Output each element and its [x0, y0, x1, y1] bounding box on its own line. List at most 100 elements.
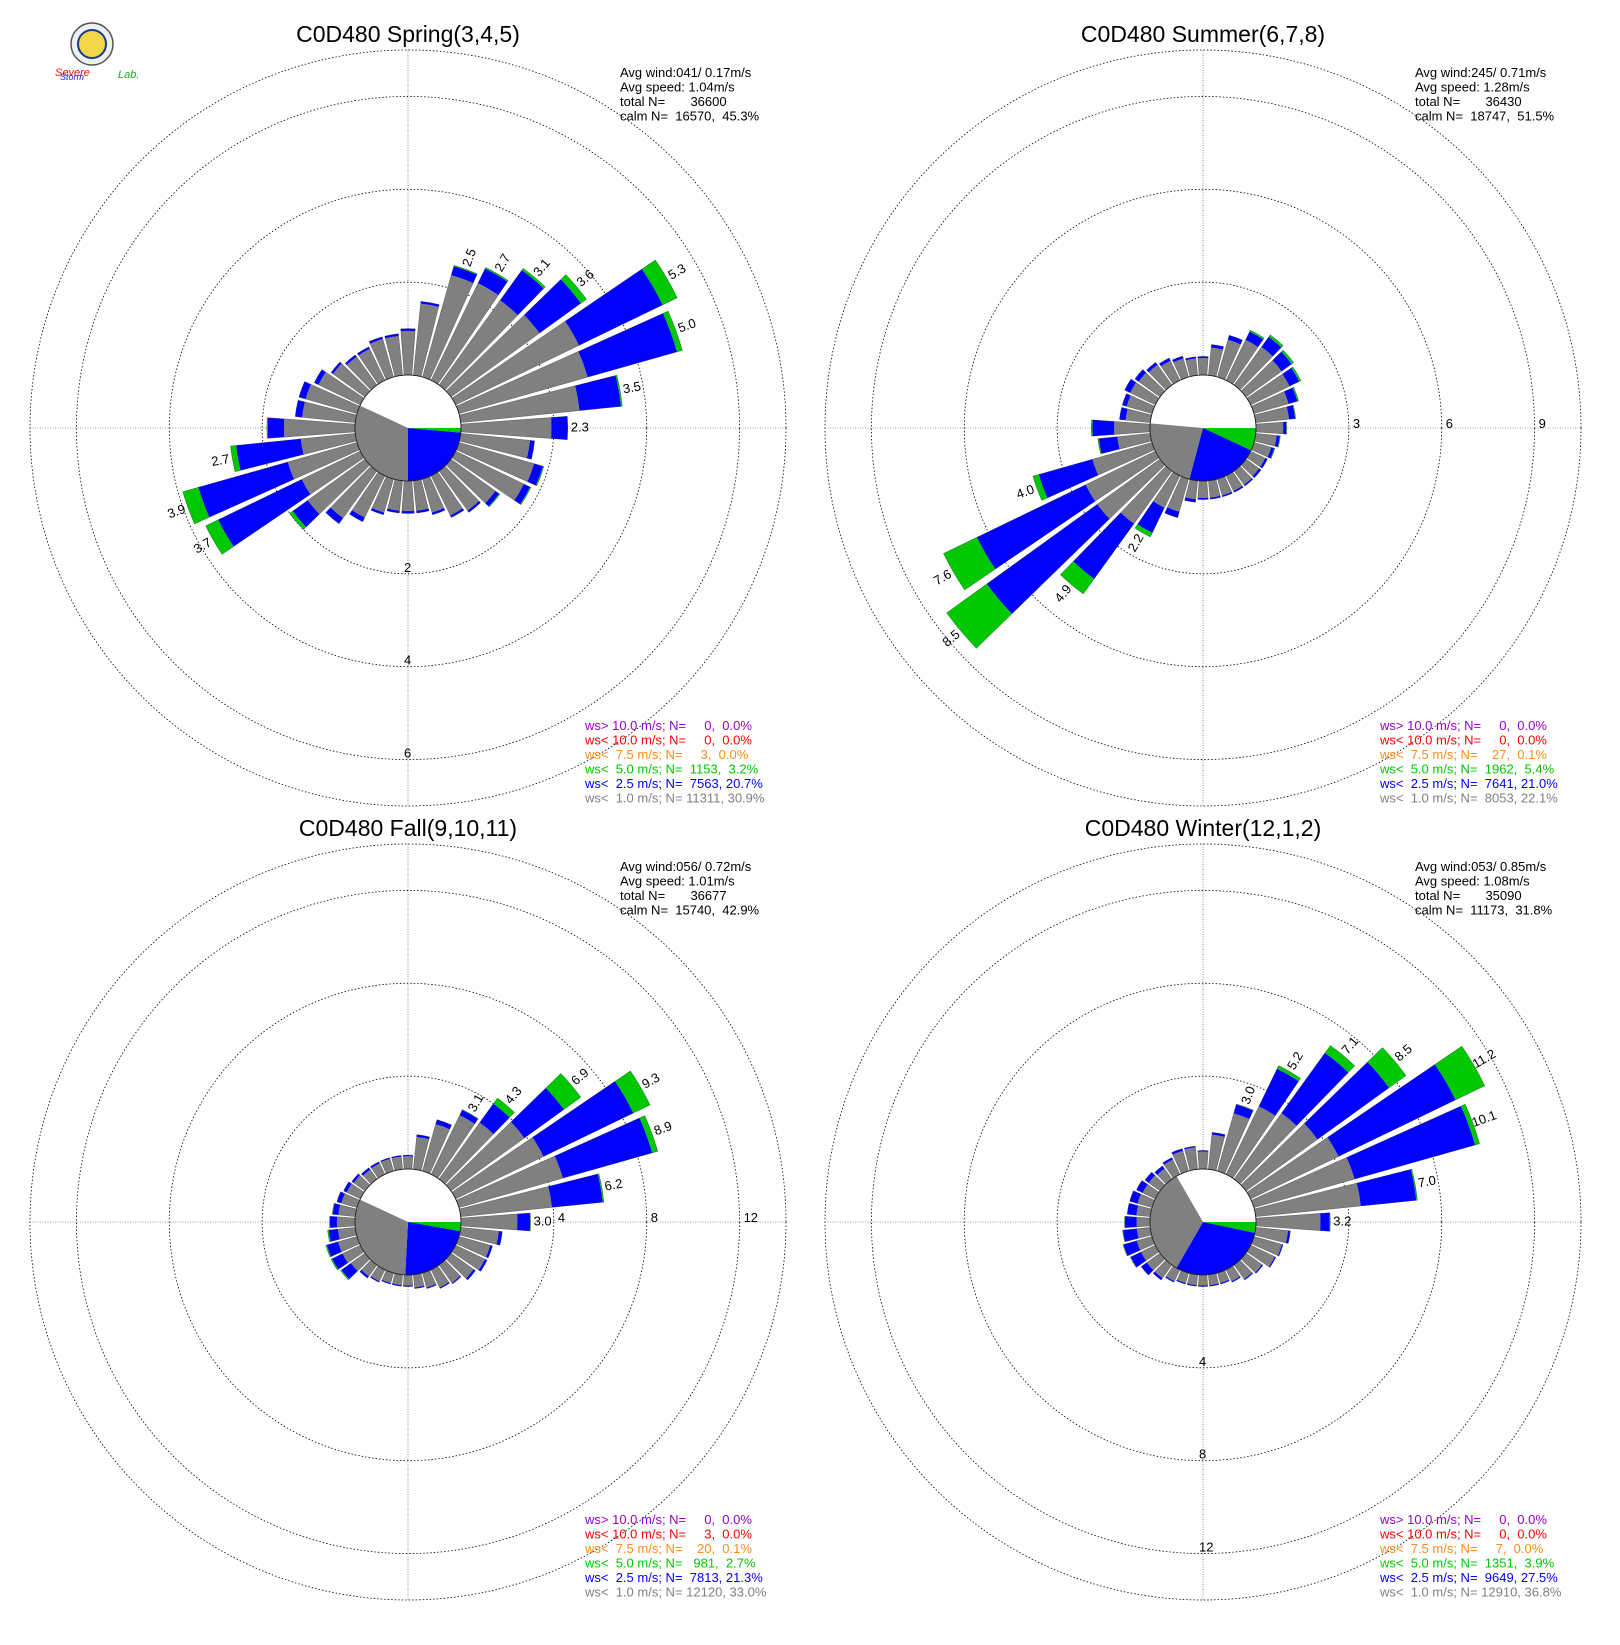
panel-title: C0D480 Winter(12,1,2) [1085, 815, 1322, 841]
bar-segment-lt2-5 [1164, 507, 1180, 518]
logo-seal-inner-icon [77, 29, 107, 59]
bar-segment-lt1 [1141, 1245, 1160, 1261]
stats-line: Avg speed: 1.01m/s [620, 874, 735, 889]
bar-segment-lt1 [371, 1265, 385, 1282]
ring-label: 6 [404, 746, 411, 761]
bar-value-label: 3.1 [530, 256, 553, 279]
bar-segment-lt1 [385, 336, 403, 377]
bar-segment-lt5 [182, 487, 210, 524]
bar-segment-lt5 [1097, 438, 1102, 454]
bar-segment-lt1 [451, 451, 524, 501]
bar-value-label: 4.9 [1051, 582, 1074, 605]
bar-segment-lt1 [400, 330, 416, 376]
bar-segment-lt1 [1240, 1123, 1318, 1191]
bar-segment-lt2-5 [371, 508, 385, 515]
bar-segment-lt1 [1217, 1113, 1250, 1174]
bar-segment-lt2-5 [1211, 344, 1224, 350]
bar-segment-lt2-5 [357, 346, 370, 356]
bar-segment-lt5 [485, 267, 509, 282]
bar-segment-lt2-5 [380, 1157, 391, 1163]
bar-segment-lt2-5 [359, 1269, 369, 1279]
bar-segment-lt1 [1208, 479, 1221, 498]
bar-segment-lt1 [362, 1169, 377, 1185]
bar-segment-lt1 [413, 1136, 429, 1171]
ring-circle [871, 96, 1535, 760]
bar-segment-lt1 [1185, 358, 1198, 377]
bar-segment-lt2-5 [345, 354, 357, 366]
bar-segment-lt5 [205, 519, 234, 555]
bar-segment-lt2-5 [403, 1285, 413, 1287]
bar-segment-lt2-5 [329, 1216, 338, 1228]
bar-segment-lt1 [381, 1158, 394, 1174]
bar-segment-lt2-5 [331, 361, 342, 374]
bar-segment-lt5 [1277, 435, 1281, 448]
bar-segment-lt1 [1117, 433, 1152, 450]
bar-value-label: 3.6 [573, 266, 596, 289]
bar-segment-lt5 [1410, 1169, 1418, 1201]
bar-segment-lt2-5 [1162, 1157, 1173, 1165]
bar-value-label: 4.0 [1014, 481, 1036, 501]
bar-segment-lt2-5 [1124, 379, 1137, 393]
bar-segment-lt1 [413, 303, 439, 377]
bar-segment-lt5 [1286, 421, 1287, 435]
bar-segment-lt5 [946, 583, 1012, 649]
bar-segment-lt5 [289, 511, 307, 530]
bar-segment-lt1 [1172, 1150, 1189, 1174]
legend-entry: ws> 10.0 m/s; N= 0, 0.0% [1379, 1512, 1547, 1527]
bar-segment-lt2-5 [431, 508, 445, 515]
bar-segment-lt1 [1254, 433, 1277, 447]
bar-segment-lt2-5 [361, 1167, 371, 1176]
calm-circle-outline [354, 374, 462, 482]
bar-segment-lt5 [1134, 524, 1153, 538]
bar-segment-lt1 [1153, 471, 1180, 508]
legend-entry: ws< 2.5 m/s; N= 9649, 27.5% [1379, 1570, 1558, 1585]
bar-segment-lt2-5 [370, 1161, 380, 1169]
calm-sector-lt1 [355, 1199, 408, 1275]
ring-circle [963, 188, 1443, 668]
bar-value-label: 5.3 [665, 261, 688, 283]
bar-value-label: 3.9 [165, 501, 187, 521]
bar-segment-lt2-5 [236, 438, 304, 471]
bar-segment-lt1 [459, 1227, 499, 1245]
bar-segment-lt2-5 [420, 301, 440, 307]
stats-line: Avg speed: 1.08m/s [1415, 874, 1530, 889]
bar-segment-lt2-5 [477, 268, 508, 296]
bar-value-label: 6.2 [603, 1176, 623, 1194]
stats-line: calm N= 11173, 31.8% [1415, 903, 1553, 918]
bar-segment-lt2-5 [465, 1269, 476, 1280]
bar-segment-lt1 [1240, 459, 1260, 477]
legend-entry: ws> 10.0 m/s; N= 0, 0.0% [1379, 718, 1547, 733]
bar-segment-lt1 [361, 1259, 377, 1277]
bar-value-label: 3.1 [465, 1091, 487, 1114]
bar-segment-lt1 [1120, 465, 1172, 524]
bar-segment-lt1 [1164, 1159, 1180, 1179]
bar-segment-lt1 [353, 1175, 371, 1191]
bar-segment-lt5 [1060, 561, 1095, 594]
wind-rose-panel-2: 3 6 9 2.2 4.9 8.5 7.6 4.0 C0D480 Summer(6,7,8) Av… [824, 21, 1582, 807]
logo-text-storm: Storm [60, 72, 85, 82]
bar-segment-lt5 [597, 1173, 604, 1203]
legend-entry: ws< 1.0 m/s; N= 11311, 30.9% [584, 791, 765, 806]
bar-value-label: 3.5 [622, 378, 642, 396]
bar-segment-lt2-5 [1258, 1068, 1299, 1116]
bar-segment-lt2-5 [578, 313, 678, 378]
calm-sector-lt5 [1203, 428, 1256, 451]
bar-segment-lt2-5 [314, 369, 326, 385]
bar-segment-lt1 [1136, 1205, 1152, 1217]
bar-segment-lt1 [1136, 1227, 1152, 1239]
bar-segment-lt1 [1246, 451, 1266, 467]
bar-segment-lt1 [445, 1253, 474, 1279]
bar-segment-lt1 [445, 314, 540, 397]
ring-circle [1056, 281, 1350, 575]
bar-segment-lt1 [358, 348, 385, 385]
bar-segment-lt1 [1136, 1236, 1155, 1251]
bar-segment-lt1 [1251, 1236, 1282, 1256]
bar-segment-lt5 [520, 487, 531, 505]
bar-segment-lt5 [1281, 350, 1294, 365]
bar-segment-lt2-5 [1220, 1279, 1230, 1285]
bar-segment-lt5 [230, 445, 241, 472]
bar-segment-lt2-5 [332, 1203, 341, 1215]
calm-sector-lt1 [1150, 1176, 1203, 1268]
bar-segment-lt1 [342, 1245, 365, 1263]
bar-segment-lt5 [1434, 1046, 1485, 1100]
